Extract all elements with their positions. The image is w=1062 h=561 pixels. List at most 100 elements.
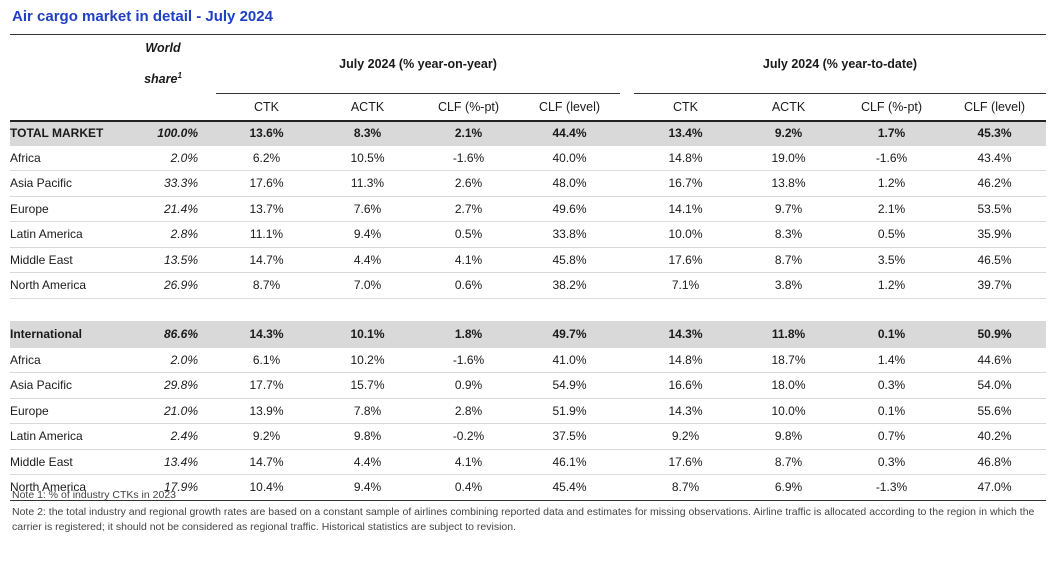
value-cell: 9.2% <box>737 120 840 146</box>
value-cell: 11.8% <box>737 320 840 348</box>
table-row: Latin America 2.4% 9.2% 9.8% -0.2% 37.5% 9.2% 9… <box>10 423 1046 450</box>
value-cell: 2.7% <box>418 196 519 223</box>
value-cell: 17.7% <box>216 372 317 399</box>
value-cell: 18.0% <box>737 372 840 399</box>
world-share-value: 86.6% <box>128 320 198 348</box>
value-cell: 4.1% <box>418 449 519 476</box>
value-cell: 6.9% <box>737 474 840 501</box>
value-cell: 7.6% <box>317 196 418 223</box>
value-cell: 0.1% <box>840 320 943 348</box>
value-cell: 49.7% <box>519 320 620 348</box>
value-cell: 0.5% <box>418 221 519 248</box>
note-1: Note 1: % of industry CTKs in 2023 <box>12 489 176 501</box>
value-cell: 47.0% <box>943 474 1046 501</box>
value-cell: 49.6% <box>519 196 620 223</box>
value-cell: 9.7% <box>737 196 840 223</box>
note-2: Note 2: the total industry and regional … <box>12 506 1035 533</box>
value-cell: 0.4% <box>418 474 519 501</box>
value-cell: 10.2% <box>317 347 418 374</box>
world-share-value: 13.5% <box>128 247 198 274</box>
value-cell: 14.3% <box>216 320 317 348</box>
value-cell: 9.8% <box>317 423 418 450</box>
table-row: Africa 2.0% 6.2% 10.5% -1.6% 40.0% 14.8% 19.0% -… <box>10 145 1046 172</box>
value-cell: 17.6% <box>216 170 317 197</box>
air-cargo-table: World share1 July 2024 (% year-on-year) … <box>10 34 1046 501</box>
region-name: Africa <box>10 145 128 172</box>
table-row: International 86.6% 14.3% 10.1% 1.8% 49.7% 14.… <box>10 320 1046 348</box>
region-name: Latin America <box>10 221 128 248</box>
world-share-value: 17.9% <box>128 474 198 501</box>
value-cell: 0.6% <box>418 272 519 299</box>
world-share-value: 33.3% <box>128 170 198 197</box>
value-cell: 9.4% <box>317 221 418 248</box>
page-title: Air cargo market in detail - July 2024 <box>12 8 273 25</box>
value-cell: 13.6% <box>216 120 317 146</box>
table-row: Middle East 13.5% 14.7% 4.4% 4.1% 45.8% 17.6% 8… <box>10 247 1046 274</box>
value-cell: 4.1% <box>418 247 519 274</box>
footnotes: Note 1: % of industry CTKs in 2023 Note … <box>12 488 1046 537</box>
value-cell: 6.1% <box>216 347 317 374</box>
world-share-value: 2.4% <box>128 423 198 450</box>
col-header: CLF (level) <box>519 92 620 121</box>
world-share-value: 29.8% <box>128 372 198 399</box>
value-cell: 15.7% <box>317 372 418 399</box>
world-share-value: 100.0% <box>128 120 198 146</box>
col-header: CLF (%-pt) <box>840 92 943 121</box>
value-cell: -1.3% <box>840 474 943 501</box>
value-cell: 3.8% <box>737 272 840 299</box>
value-cell: 17.6% <box>634 449 737 476</box>
table-row: North America 26.9% 8.7% 7.0% 0.6% 38.2% 7.1% 3… <box>10 272 1046 299</box>
table-row: North America 17.9% 10.4% 9.4% 0.4% 45.4% 8.7%… <box>10 474 1046 501</box>
value-cell: 7.1% <box>634 272 737 299</box>
value-cell: 40.0% <box>519 145 620 172</box>
world-share-header: World share1 <box>144 41 182 87</box>
value-cell: 39.7% <box>943 272 1046 299</box>
region-name: Africa <box>10 347 128 374</box>
value-cell: 14.3% <box>634 398 737 425</box>
value-cell: 54.0% <box>943 372 1046 399</box>
yoy-group-header: July 2024 (% year-on-year) <box>339 56 497 71</box>
value-cell: 43.4% <box>943 145 1046 172</box>
value-cell: -1.6% <box>418 145 519 172</box>
world-share-value: 2.8% <box>128 221 198 248</box>
value-cell: 14.8% <box>634 145 737 172</box>
value-cell: 0.5% <box>840 221 943 248</box>
value-cell: 48.0% <box>519 170 620 197</box>
table-row: Middle East 13.4% 14.7% 4.4% 4.1% 46.1% 17.6% 8… <box>10 449 1046 476</box>
col-header: CTK <box>216 92 317 121</box>
value-cell: 18.7% <box>737 347 840 374</box>
value-cell: 38.2% <box>519 272 620 299</box>
value-cell: 8.3% <box>737 221 840 248</box>
value-cell: 46.8% <box>943 449 1046 476</box>
value-cell: -1.6% <box>418 347 519 374</box>
value-cell: 46.2% <box>943 170 1046 197</box>
table-row: Latin America 2.8% 11.1% 9.4% 0.5% 33.8% 10.0%… <box>10 221 1046 248</box>
value-cell: 44.6% <box>943 347 1046 374</box>
value-cell: 53.5% <box>943 196 1046 223</box>
value-cell: 8.7% <box>634 474 737 501</box>
region-name: Latin America <box>10 423 128 450</box>
value-cell: 16.7% <box>634 170 737 197</box>
value-cell: 14.1% <box>634 196 737 223</box>
value-cell: 8.7% <box>737 449 840 476</box>
value-cell: 8.7% <box>737 247 840 274</box>
value-cell: 10.0% <box>634 221 737 248</box>
value-cell: 35.9% <box>943 221 1046 248</box>
world-share-value: 21.0% <box>128 398 198 425</box>
value-cell: 40.2% <box>943 423 1046 450</box>
value-cell: 0.7% <box>840 423 943 450</box>
value-cell: 50.9% <box>943 320 1046 348</box>
table-row: TOTAL MARKET 100.0% 13.6% 8.3% 2.1% 44.4% 13.4… <box>10 120 1046 146</box>
ytd-group-header: July 2024 (% year-to-date) <box>762 56 918 71</box>
col-header: CTK <box>634 92 737 121</box>
region-name: TOTAL MARKET <box>10 120 128 146</box>
value-cell: 0.3% <box>840 372 943 399</box>
value-cell: 17.6% <box>634 247 737 274</box>
value-cell: 16.6% <box>634 372 737 399</box>
table-row: Europe 21.0% 13.9% 7.8% 2.8% 51.9% 14.3% 10.0% 0… <box>10 398 1046 425</box>
footnote-marker: 1 <box>177 71 182 80</box>
region-name: North America <box>10 474 128 501</box>
col-header: CLF (%-pt) <box>418 92 519 121</box>
table-row: Africa 2.0% 6.1% 10.2% -1.6% 41.0% 14.8% 18.7% 1… <box>10 347 1046 374</box>
world-share-value: 2.0% <box>128 347 198 374</box>
